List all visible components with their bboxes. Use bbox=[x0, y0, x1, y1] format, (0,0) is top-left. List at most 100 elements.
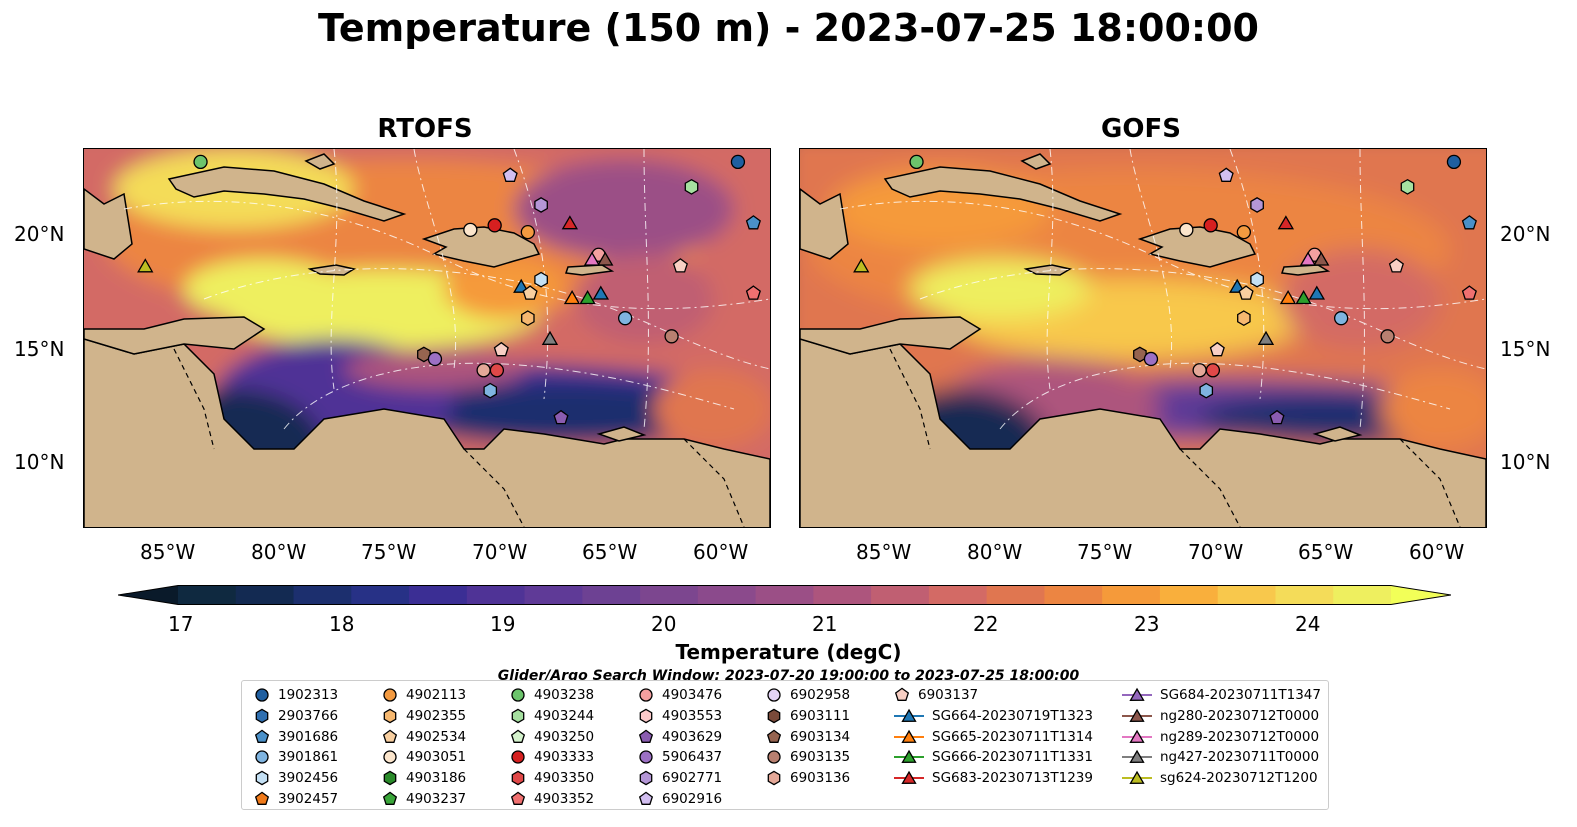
colorbar-tick-label: 24 bbox=[1295, 612, 1321, 636]
platform-marker bbox=[137, 258, 154, 273]
lat-tick-label: 15°N bbox=[14, 337, 65, 361]
legend-label: ng427-20230711T0000 bbox=[1160, 749, 1320, 766]
legend-marker-shape bbox=[767, 770, 781, 786]
lon-tick-label: 65°W bbox=[1298, 540, 1354, 564]
legend-marker-shape bbox=[1129, 688, 1145, 702]
colorbar-segment bbox=[1333, 585, 1392, 605]
panel-title-gofs: GOFS bbox=[1101, 114, 1181, 144]
platform-markers bbox=[853, 154, 1477, 425]
legend-label: 2903766 bbox=[278, 708, 339, 725]
legend-item: 4903051 bbox=[382, 747, 466, 768]
legend-float-marker bbox=[638, 729, 654, 743]
platform-marker bbox=[1238, 285, 1254, 300]
lon-tick-label: 60°W bbox=[1409, 540, 1465, 564]
legend-column: 4902113 4902355 4902534 4903051 4903186 49032… bbox=[382, 685, 466, 809]
legend-glider-marker bbox=[1122, 688, 1152, 702]
legend-marker-shape bbox=[1129, 770, 1145, 785]
colorbar-segment bbox=[1102, 585, 1161, 605]
legend-column: 6902958 6903111 6903134 6903135 6903136 bbox=[766, 685, 850, 788]
legend-float-marker bbox=[511, 688, 525, 702]
platform-marker bbox=[1209, 341, 1225, 357]
platform-marker bbox=[853, 258, 870, 273]
legend-label: 6902916 bbox=[662, 790, 723, 807]
legend-label: 4902113 bbox=[406, 687, 467, 704]
legend-label: 6902771 bbox=[662, 770, 723, 787]
lon-tick-label: 85°W bbox=[856, 540, 912, 564]
platform-marker bbox=[745, 285, 761, 300]
colorbar-segment bbox=[871, 585, 930, 605]
legend-marker-shape bbox=[511, 688, 525, 702]
graticule-and-eez bbox=[123, 149, 770, 430]
legend-label: 4903051 bbox=[406, 749, 467, 766]
temperature-field bbox=[84, 149, 770, 527]
colorbar-segment bbox=[351, 585, 410, 605]
colorbar-segment bbox=[1217, 585, 1276, 605]
legend-item: 3901861 bbox=[254, 747, 338, 768]
platform-marker bbox=[476, 363, 491, 378]
legend-marker-shape bbox=[638, 791, 654, 805]
legend-item: 4903237 bbox=[382, 788, 466, 809]
platform-marker bbox=[1143, 351, 1159, 367]
legend-float-marker bbox=[638, 791, 654, 805]
legend-label: 4903553 bbox=[662, 708, 723, 725]
country-borders bbox=[889, 348, 1461, 527]
legend-item: 6902958 bbox=[766, 685, 850, 706]
legend-float-marker bbox=[511, 708, 525, 724]
legend-float-marker bbox=[255, 750, 269, 765]
legend-marker-shape bbox=[766, 729, 782, 743]
legend-column: SG684-20230711T1347 ng280-20230712T0000 ng… bbox=[1122, 685, 1321, 788]
legend-float-marker bbox=[383, 750, 397, 765]
legend-float-marker bbox=[255, 688, 269, 702]
lon-tick-label: 65°W bbox=[582, 540, 638, 564]
legend-float-marker bbox=[510, 729, 526, 743]
legend-item: 6902916 bbox=[638, 788, 722, 809]
legend-marker-shape bbox=[767, 750, 781, 765]
legend-label: 4903237 bbox=[406, 790, 467, 807]
colorbar-extend-max bbox=[1391, 585, 1451, 605]
colorbar bbox=[117, 585, 1452, 605]
legend-column: 6903137 SG664-20230719T1323 SG665-20230711… bbox=[894, 685, 1093, 788]
legend-label: 4902534 bbox=[406, 728, 467, 745]
legend-item: 4903250 bbox=[510, 726, 594, 747]
platform-marker bbox=[1179, 222, 1194, 238]
lat-tick-label: 20°N bbox=[1500, 222, 1551, 246]
platform-marker bbox=[541, 330, 559, 345]
platform-marker bbox=[1308, 285, 1326, 300]
legend-marker-shape bbox=[639, 708, 653, 724]
legend-item: sg624-20230712T1200 bbox=[1122, 768, 1321, 789]
lat-tick-label: 15°N bbox=[1500, 337, 1551, 361]
legend-marker-shape bbox=[638, 729, 654, 743]
legend-item: 6903135 bbox=[766, 747, 850, 768]
legend-float-marker bbox=[767, 770, 781, 786]
platform-marker bbox=[520, 224, 535, 240]
legend-float-marker bbox=[767, 688, 781, 702]
legend-item: 6903136 bbox=[766, 768, 850, 789]
legend-item: 4903350 bbox=[510, 768, 594, 789]
legend-float-marker bbox=[511, 770, 525, 786]
legend-label: 4903352 bbox=[534, 790, 595, 807]
colorbar-segment bbox=[697, 585, 757, 605]
platform-marker bbox=[1236, 224, 1251, 240]
colorbar-tick-label: 23 bbox=[1134, 612, 1160, 636]
legend-marker-shape bbox=[255, 750, 269, 765]
platform-marker bbox=[684, 178, 699, 195]
legend-marker-shape bbox=[255, 770, 269, 786]
lon-tick-label: 85°W bbox=[140, 540, 196, 564]
legend-float-marker bbox=[254, 729, 270, 743]
legend-item: SG666-20230711T1331 bbox=[894, 747, 1093, 768]
platform-marker bbox=[521, 310, 535, 327]
legend-item: 3902457 bbox=[254, 788, 338, 809]
lon-tick-label: 70°W bbox=[472, 540, 528, 564]
land-masses bbox=[84, 153, 770, 527]
platform-marker bbox=[513, 278, 530, 293]
legend-float-marker bbox=[894, 687, 910, 702]
legend-float-marker bbox=[767, 750, 781, 765]
legend-item: 3901686 bbox=[254, 726, 338, 747]
platform-legend: 1902313 2903766 3901686 3901861 3902456 39024… bbox=[241, 680, 1329, 810]
platform-marker bbox=[1295, 290, 1312, 305]
legend-marker-shape bbox=[382, 791, 398, 805]
colorbar-segment bbox=[409, 585, 468, 605]
legend-column: 1902313 2903766 3901686 3901861 3902456 39024… bbox=[254, 685, 338, 809]
legend-marker-shape bbox=[255, 688, 269, 702]
platform-marker bbox=[1313, 251, 1330, 266]
